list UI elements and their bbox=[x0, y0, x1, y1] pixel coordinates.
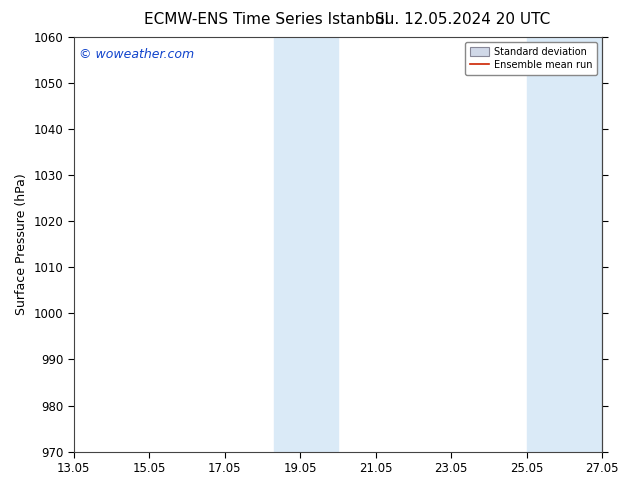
Bar bbox=[274, 37, 338, 452]
Text: Su. 12.05.2024 20 UTC: Su. 12.05.2024 20 UTC bbox=[375, 12, 550, 27]
Legend: Standard deviation, Ensemble mean run: Standard deviation, Ensemble mean run bbox=[465, 42, 597, 74]
Bar bbox=[527, 37, 602, 452]
Text: © woweather.com: © woweather.com bbox=[79, 48, 194, 60]
Y-axis label: Surface Pressure (hPa): Surface Pressure (hPa) bbox=[15, 173, 28, 315]
Text: ECMW-ENS Time Series Istanbul: ECMW-ENS Time Series Istanbul bbox=[144, 12, 389, 27]
